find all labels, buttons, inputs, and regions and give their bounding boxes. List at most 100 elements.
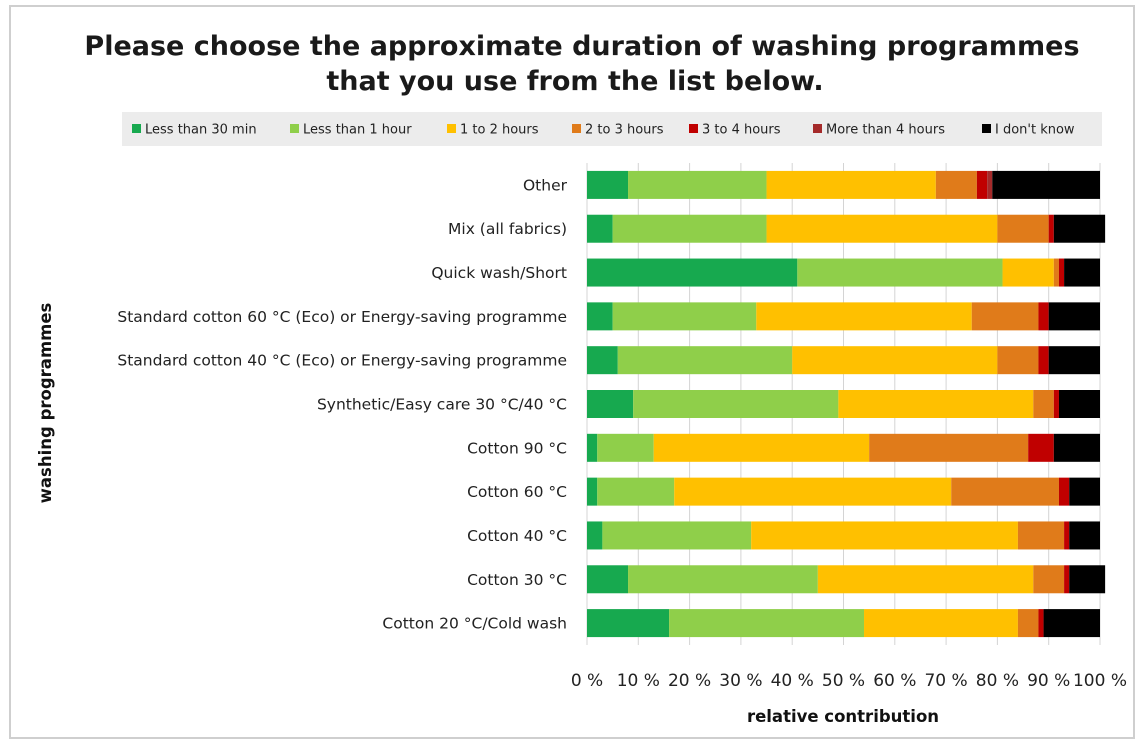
bar-segment <box>987 170 993 199</box>
category-label: Synthetic/Easy care 30 °C/40 °C <box>317 396 567 414</box>
bar-segment <box>1033 390 1054 418</box>
category-label: Standard cotton 60 °C (Eco) or Energy-sa… <box>117 308 567 326</box>
x-tick-label: 40 % <box>771 671 814 691</box>
x-tick-label: 0 % <box>571 671 603 691</box>
legend-background <box>122 112 1102 146</box>
bar-segment <box>587 170 629 199</box>
category-label: Standard cotton 40 °C (Eco) or Energy-sa… <box>117 352 567 370</box>
bar-segment <box>1064 565 1070 594</box>
legend-label: 2 to 3 hours <box>585 123 664 138</box>
bar-segment <box>1058 390 1100 418</box>
bar-segment <box>597 433 654 462</box>
legend-item: More than 4 hours <box>813 123 945 138</box>
bar-row <box>587 609 1100 638</box>
bar-segment <box>869 433 1029 462</box>
legend-item: 3 to 4 hours <box>689 123 781 138</box>
x-tick-label: 80 % <box>976 671 1019 691</box>
bar-segment <box>797 258 1003 287</box>
legend-item: I don't know <box>982 123 1075 138</box>
chart-title-line-2: that you use from the list below. <box>326 66 823 97</box>
bar-row <box>587 214 1106 243</box>
category-label: Cotton 60 °C <box>467 483 567 501</box>
bar-segment <box>971 302 1039 331</box>
category-labels: Other Mix (all fabrics) Quick wash/Short St… <box>117 176 567 632</box>
legend-label: Less than 30 min <box>145 123 257 138</box>
bar-segment <box>1053 433 1100 462</box>
bar-segment <box>612 302 757 331</box>
legend-label: 1 to 2 hours <box>460 123 539 138</box>
bars <box>587 170 1106 638</box>
bar-segment <box>669 609 865 638</box>
legend-swatch <box>982 124 991 133</box>
bar-segment <box>1048 214 1054 243</box>
bar-segment <box>1038 302 1049 331</box>
category-label: Cotton 20 °C/Cold wash <box>382 615 567 633</box>
bar-segment <box>587 609 670 638</box>
category-label: Cotton 30 °C <box>467 571 567 589</box>
bar-segment <box>1053 390 1059 418</box>
bar-segment <box>864 609 1018 638</box>
x-tick-label: 10 % <box>617 671 660 691</box>
bar-segment <box>997 346 1039 375</box>
bar-segment <box>653 433 870 462</box>
bar-segment <box>1069 565 1106 594</box>
bar-segment <box>1058 258 1065 287</box>
bar-segment <box>756 302 972 331</box>
legend-swatch <box>689 124 698 133</box>
bar-segment <box>976 170 988 199</box>
bar-segment <box>1064 258 1100 287</box>
legend-item: 1 to 2 hours <box>447 123 539 138</box>
bar-segment <box>617 346 793 375</box>
bar-segment <box>1069 477 1100 506</box>
bar-segment <box>628 170 767 199</box>
bar-segment <box>587 390 634 418</box>
legend-label: 3 to 4 hours <box>702 123 781 138</box>
x-tick-label: 100 % <box>1073 671 1127 691</box>
bar-segment <box>1064 521 1070 550</box>
legend-swatch <box>813 124 822 133</box>
x-tick-label: 60 % <box>873 671 916 691</box>
category-label: Cotton 90 °C <box>467 439 567 457</box>
bar-segment <box>587 433 598 462</box>
bar-segment <box>612 214 767 243</box>
bar-segment <box>587 477 598 506</box>
bar-segment <box>1053 258 1059 287</box>
chart-frame <box>9 5 1135 739</box>
bar-segment <box>1048 346 1100 375</box>
bar-segment <box>1048 302 1100 331</box>
bar-row <box>587 521 1100 550</box>
bar-row <box>587 390 1100 418</box>
legend-swatch <box>447 124 456 133</box>
legend-item: Less than 1 hour <box>290 123 412 138</box>
y-axis-title: washing programmes <box>36 302 55 503</box>
bar-segment <box>587 521 603 550</box>
bar-segment <box>628 565 818 594</box>
category-label: Mix (all fabrics) <box>448 220 567 238</box>
bar-row <box>587 170 1100 199</box>
bar-segment <box>1058 477 1070 506</box>
bar-segment <box>674 477 952 506</box>
legend: Less than 30 min Less than 1 hour 1 to 2 h… <box>132 123 1075 138</box>
bar-segment <box>1017 521 1065 550</box>
bar-segment <box>792 346 998 375</box>
bar-segment <box>1069 521 1100 550</box>
legend-swatch <box>572 124 581 133</box>
bar-segment <box>1038 609 1044 638</box>
bar-segment <box>997 214 1049 243</box>
bar-segment <box>633 390 839 418</box>
bar-segment <box>1002 258 1054 287</box>
bar-row <box>587 346 1100 375</box>
x-tick-labels: 0 % 10 % 20 % 30 % 40 % 50 % 60 % 70 % 80 % 90 % 1… <box>571 671 1127 691</box>
bar-segment <box>766 214 998 243</box>
x-tick-label: 30 % <box>719 671 762 691</box>
bar-segment <box>1028 433 1054 462</box>
bar-segment <box>751 521 1018 550</box>
chart-title-line-1: Please choose the approximate duration o… <box>84 31 1079 62</box>
bar-row <box>587 302 1100 331</box>
legend-item: Less than 30 min <box>132 123 257 138</box>
bar-segment <box>992 170 1100 199</box>
x-tick-label: 70 % <box>924 671 967 691</box>
bar-segment <box>587 565 629 594</box>
bar-segment <box>1033 565 1065 594</box>
